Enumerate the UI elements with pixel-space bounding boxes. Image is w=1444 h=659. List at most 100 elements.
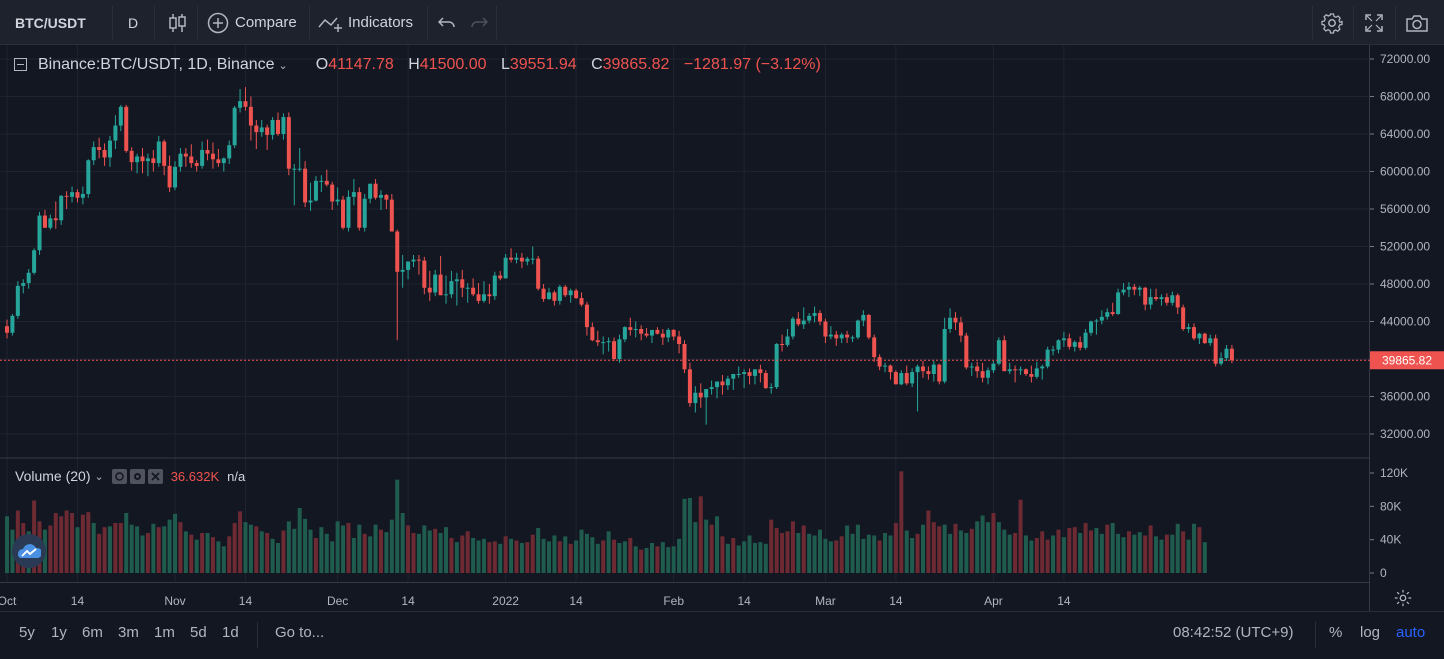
volume-bar	[590, 537, 595, 573]
logo-badge[interactable]	[12, 534, 46, 568]
symbol-button[interactable]: BTC/USDT	[15, 14, 86, 31]
candle	[503, 254, 508, 279]
candle-body	[118, 106, 123, 126]
volume-bar	[216, 541, 221, 573]
candle-body	[107, 140, 112, 158]
candle	[335, 187, 340, 206]
goto-button[interactable]: Go to...	[275, 624, 325, 641]
snapshot-button[interactable]	[1400, 0, 1434, 45]
candle	[330, 181, 335, 210]
time-axis-settings-button[interactable]	[1393, 588, 1413, 608]
candle-body	[606, 341, 611, 343]
candle	[286, 112, 291, 176]
candle-body	[422, 260, 427, 288]
candle-body	[80, 194, 85, 198]
volume-bar	[59, 516, 64, 573]
volume-bar	[151, 523, 156, 573]
candle	[1083, 329, 1088, 350]
range-button-5d[interactable]: 5d	[190, 624, 207, 641]
visibility-icon[interactable]	[111, 468, 127, 484]
settings-icon[interactable]	[129, 468, 145, 484]
compare-button[interactable]: Compare	[207, 0, 297, 45]
candle	[964, 332, 969, 370]
range-button-6m[interactable]: 6m	[82, 624, 103, 641]
candle	[37, 211, 42, 255]
candle-body	[845, 334, 850, 338]
candle	[752, 369, 757, 385]
volume-bar	[574, 540, 579, 573]
volume-bar	[1116, 533, 1121, 573]
chart-type-button[interactable]	[160, 0, 194, 45]
volume-label[interactable]: Volume (20)	[15, 468, 91, 484]
volume-bar	[107, 526, 112, 573]
percent-toggle[interactable]: %	[1329, 624, 1343, 641]
volume-bar	[931, 522, 936, 573]
candle	[492, 271, 497, 300]
range-button-3m[interactable]: 3m	[118, 624, 139, 641]
candle-body	[254, 125, 259, 133]
volume-bar	[303, 518, 308, 573]
range-button-1d[interactable]: 1d	[222, 624, 239, 641]
candle	[1229, 344, 1234, 364]
volume-bar	[292, 528, 297, 573]
toolbar-divider	[309, 6, 310, 39]
candle-body	[232, 107, 237, 146]
candle-body	[487, 294, 492, 297]
auto-toggle[interactable]: auto	[1396, 624, 1426, 641]
symbol-description[interactable]: Binance:BTC/USDT, 1D, Binance	[38, 56, 275, 73]
candle	[259, 119, 264, 137]
collapse-icon[interactable]	[14, 58, 28, 72]
volume-bar	[368, 536, 373, 573]
candle-body	[444, 294, 449, 296]
candle-body	[601, 342, 606, 344]
volume-bar	[178, 522, 183, 573]
candle-body	[574, 290, 579, 299]
chart-canvas[interactable]: 72000.00 68000.00 64000.00 60000.00 56000.00…	[0, 45, 1444, 611]
candle	[568, 288, 573, 303]
close-icon[interactable]	[147, 468, 163, 484]
volume-bar	[639, 549, 644, 573]
candle-body	[503, 257, 508, 279]
volume-bar	[850, 533, 855, 573]
volume-bar	[752, 543, 757, 573]
range-button-1m[interactable]: 1m	[154, 624, 175, 641]
candle	[584, 301, 589, 336]
candle	[378, 190, 383, 210]
candle	[389, 194, 394, 232]
volume-bar	[1007, 534, 1012, 573]
clock[interactable]: 08:42:52 (UTC+9)	[1173, 624, 1294, 641]
range-button-1y[interactable]: 1y	[51, 624, 67, 641]
indicators-button[interactable]: Indicators	[318, 0, 413, 45]
candle	[725, 375, 730, 390]
camera-icon	[1406, 14, 1428, 32]
undo-button[interactable]	[434, 0, 460, 45]
volume-bar	[514, 540, 519, 573]
candle-body	[124, 106, 129, 151]
candle	[525, 256, 530, 266]
toolbar-divider	[197, 6, 198, 39]
volume-bar	[1029, 540, 1034, 573]
candle	[969, 362, 974, 376]
volume-bar	[839, 536, 844, 573]
candle	[633, 321, 638, 338]
candle-body	[1045, 349, 1050, 367]
volume-bar	[720, 536, 725, 573]
candle	[433, 269, 438, 297]
volume-bar	[568, 543, 573, 573]
chevron-down-icon[interactable]: ⌄	[278, 59, 288, 72]
interval-button[interactable]: D	[128, 14, 139, 31]
candle-body	[953, 317, 958, 323]
candle	[796, 312, 801, 327]
redo-icon	[471, 16, 488, 27]
candle	[10, 314, 15, 336]
chevron-down-icon[interactable]: ⌄	[94, 470, 104, 483]
fullscreen-button[interactable]	[1358, 0, 1390, 45]
redo-button[interactable]	[466, 0, 492, 45]
candle	[861, 310, 866, 327]
candle	[660, 329, 665, 345]
settings-button[interactable]	[1316, 0, 1348, 45]
log-toggle[interactable]: log	[1360, 624, 1381, 641]
range-button-5y[interactable]: 5y	[19, 624, 35, 641]
candle-body	[1154, 297, 1159, 299]
volume-bar	[807, 533, 812, 573]
